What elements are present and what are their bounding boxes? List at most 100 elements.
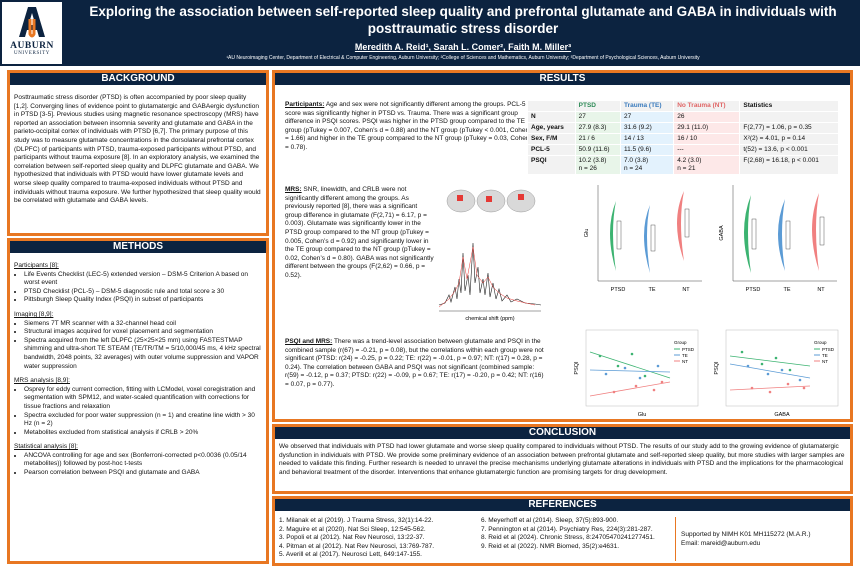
- methods-panel: METHODS Participants [8]: Life Events Ch…: [7, 238, 269, 564]
- contact-email: Email: mareid@auburn.edu: [681, 539, 761, 547]
- table-cell: Sex, F/M: [527, 133, 576, 145]
- conclusion-panel: CONCLUSION We observed that individuals …: [272, 424, 853, 494]
- list-item: Spectra acquired from the left DLPFC (25…: [24, 337, 262, 371]
- list-item: Osprey for eddy current correction, fitt…: [24, 386, 262, 412]
- demographics-table: PTSD Trauma (TE) No Trauma (NT) Statisti…: [527, 100, 839, 175]
- psqi-glu-scatter-plot: PSQI Glu Group PTSD TE NT: [574, 329, 699, 418]
- table-cell: t(52) = 13.6, p < 0.001: [739, 144, 839, 156]
- svg-text:Group: Group: [814, 340, 827, 345]
- au-monogram-icon: [19, 7, 45, 38]
- table-cell: 14 / 13: [619, 133, 675, 145]
- table-cell: 10.2 (3.8) n = 26: [574, 155, 621, 175]
- methods-body: Participants [8]: Life Events Checklist …: [10, 253, 266, 478]
- reference-item: 8. Reid et al (2024). Chronic Stress, 8:…: [481, 534, 655, 542]
- scatter-gaba-legend: Group PTSD TE NT: [814, 340, 835, 364]
- references-col-1: 1. Milanak et al (2019). J Trauma Stress…: [279, 517, 479, 560]
- group-label-ptsd: PTSD: [746, 287, 761, 293]
- spectrum-xlabel: chemical shift (ppm): [465, 316, 514, 322]
- table-cell: 50.9 (11.6): [574, 144, 621, 156]
- gaba-violin-ptsd: [744, 195, 757, 273]
- brain-voxel-images: [446, 189, 536, 213]
- references-panel: REFERENCES 1. Milanak et al (2019). J Tr…: [272, 496, 853, 566]
- trend-line-nt: [729, 385, 811, 391]
- reference-item: 3. Popoli et al (2012). Nat Rev Neurosci…: [279, 534, 425, 542]
- svg-text:TE: TE: [682, 353, 688, 358]
- table-cell: N: [527, 111, 576, 123]
- poster-authors: Meredith A. Reid¹, Sarah L. Comer², Fait…: [354, 42, 572, 52]
- group-label-te: TE: [648, 287, 655, 293]
- table-row: PCL-5 50.9 (11.6) 11.5 (9.6) --- t(52) = 13.…: [527, 144, 839, 156]
- reference-item: 4. Pitman et al (2012). Nat Rev Neurosci…: [279, 542, 434, 550]
- reference-item: 5. Averill et al (2017). Neurosci Lett, …: [279, 551, 422, 559]
- table-cell: 31.6 (9.2): [619, 122, 675, 134]
- group-label-te: TE: [783, 287, 790, 293]
- table-cell: 29.1 (11.0): [673, 122, 741, 134]
- glu-violin-ptsd: [610, 201, 622, 271]
- reference-item: 9. Reid et al (2022). NMR Biomed, 35(2):…: [481, 542, 620, 550]
- table-cell: 4.2 (3.0) n = 21: [673, 155, 741, 175]
- svg-text:NT: NT: [822, 359, 828, 364]
- reference-item: 7. Pennington et al (2014). Psychiatry R…: [481, 525, 653, 533]
- glu-violin-plot: Glu PTSD TE NT: [584, 185, 702, 293]
- results-mrs-text: MRS: SNR, linewidth, and CRLB were not s…: [285, 186, 434, 279]
- group-label-ptsd: PTSD: [611, 287, 626, 293]
- references-heading: REFERENCES: [275, 499, 850, 511]
- methods-heading: METHODS: [10, 241, 266, 253]
- table-cell: F(2,77) = 1.06, p = 0.35: [739, 122, 839, 134]
- mrs-analysis-list: Osprey for eddy current correction, fitt…: [24, 386, 262, 438]
- list-item: Metabolites excluded from statistical an…: [24, 429, 262, 438]
- results-panel: RESULTS Participants: Age and sex were n…: [272, 70, 853, 422]
- table-cell: 27: [619, 111, 675, 123]
- table-cell: PSQI: [527, 155, 576, 175]
- table-cell: [739, 111, 839, 123]
- table-cell: 21 / 6: [574, 133, 621, 145]
- scatter-glu-points: [598, 352, 664, 394]
- statistical-analysis-subheading: Statistical analysis [8]:: [14, 443, 78, 451]
- imaging-subheading: Imaging [8,9]:: [14, 310, 54, 318]
- table-row: Sex, F/M 21 / 6 14 / 13 16 / 10 X²(2) = 4.01…: [527, 133, 839, 145]
- scatter-glu-xlabel: Glu: [638, 412, 647, 418]
- conclusion-text: We observed that individuals with PTSD h…: [279, 443, 845, 476]
- results-participants-text: Participants: Age and sex were not signi…: [285, 101, 540, 151]
- scatter-gaba-xlabel: GABA: [774, 412, 790, 418]
- svg-text:NT: NT: [682, 359, 688, 364]
- list-item: PTSD Checklist (PCL-5) – DSM-5 diagnosti…: [24, 288, 262, 297]
- list-item: Pearson correlation between PSQI and glu…: [24, 469, 262, 478]
- glu-violin-te: [644, 205, 656, 273]
- table-row: PSQI 10.2 (3.8) n = 26 7.0 (3.8) n = 24 4.2…: [527, 155, 839, 175]
- participants-subheading: Participants [8]:: [14, 262, 59, 269]
- scatter-glu-ylabel: PSQI: [574, 361, 580, 375]
- table-cell: F(2,68) = 16.18, p < 0.001: [739, 155, 839, 175]
- table-body: N 27 27 26 Age, years 27.9 (8.3) 31.6 (9.2) 29.…: [527, 111, 839, 175]
- psqi-gaba-scatter-plot: PSQI GABA Group PTSD TE NT: [714, 329, 839, 418]
- gaba-violin-plot: GABA PTSD TE NT: [719, 185, 837, 293]
- auburn-logo: AUBURN UNIVERSITY: [2, 2, 62, 64]
- table-cell: PCL-5: [527, 144, 576, 156]
- table-cell: Age, years: [527, 122, 576, 134]
- references-col-2: 6. Meyerhoff et al (2014). Sleep, 37(5):…: [481, 517, 671, 551]
- table-cell: 27: [574, 111, 621, 123]
- poster-header: AUBURN UNIVERSITY Exploring the associat…: [0, 0, 860, 66]
- reference-item: 2. Maguire et al (2020). Nat Sci Sleep, …: [279, 525, 426, 533]
- list-item: Siemens 7T MR scanner with a 32-channel …: [24, 320, 262, 329]
- references-divider: [675, 517, 676, 561]
- table-cell: 27.9 (8.3): [574, 122, 621, 134]
- list-item: Pittsburgh Sleep Quality Index (PSQI) in…: [24, 296, 262, 305]
- table-cell: 26: [673, 111, 741, 123]
- scatter-glu-legend: Group PTSD TE NT: [674, 340, 695, 364]
- poster-title: Exploring the association between self-r…: [89, 4, 837, 36]
- svg-text:PTSD: PTSD: [682, 347, 695, 352]
- gaba-violin-te: [778, 199, 791, 271]
- mrs-spectrum-line: [438, 242, 542, 306]
- svg-text:Group: Group: [674, 340, 687, 345]
- gaba-violin-nt: [812, 193, 825, 271]
- conclusion-heading: CONCLUSION: [275, 427, 850, 439]
- results-correlation-text: PSQI and MRS: There was a trend-level as…: [285, 338, 544, 388]
- mrs-fit-line: [438, 246, 536, 308]
- mrs-analysis-subheading: MRS analysis [8,9]:: [14, 377, 70, 385]
- trend-line-te: [729, 363, 811, 379]
- svg-text:TE: TE: [822, 353, 828, 358]
- trend-line-ptsd: [589, 351, 671, 379]
- trend-line-nt: [589, 381, 671, 397]
- funding-note: Supported by NIMH K01 MH115272 (M.A.R.) …: [681, 531, 846, 548]
